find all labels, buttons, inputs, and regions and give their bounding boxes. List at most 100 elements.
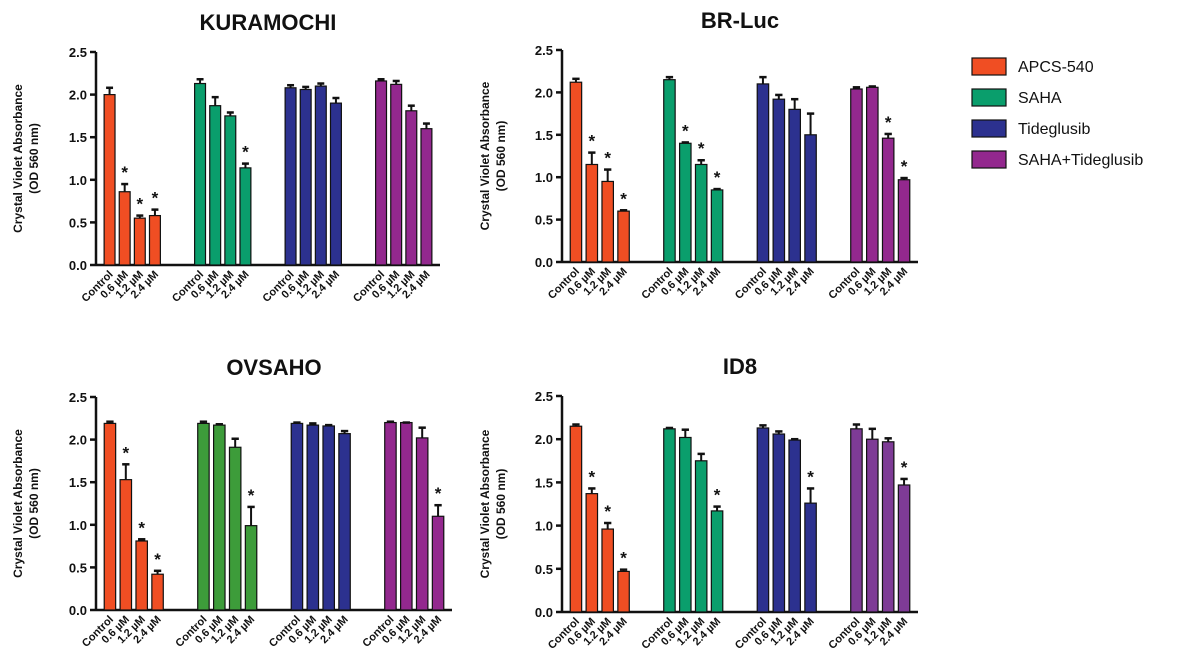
bar (694, 460, 708, 613)
bar (228, 446, 242, 611)
bar (694, 163, 708, 263)
bar (617, 210, 630, 263)
y-axis-label-units: (OD 560 nm) (27, 468, 41, 539)
chart-title: ID8 (723, 354, 757, 379)
bar (133, 217, 146, 266)
significance-star: * (152, 189, 159, 208)
y-tick-label: 0.0 (535, 255, 553, 270)
bar (431, 515, 445, 611)
bar (239, 167, 252, 266)
y-tick-label: 1.0 (69, 518, 87, 533)
bar (585, 493, 599, 613)
bar (756, 83, 770, 263)
bar (209, 105, 222, 266)
bar (756, 427, 770, 613)
significance-star: * (901, 157, 908, 176)
chart-title: OVSAHO (226, 355, 321, 380)
y-axis-label: Crystal Violet Absorbance (11, 84, 25, 233)
bar (850, 88, 863, 263)
y-tick-label: 2.0 (69, 88, 87, 103)
significance-star: * (248, 486, 255, 505)
bar (881, 441, 895, 613)
significance-star: * (137, 195, 144, 214)
chart-panel-4: ID8 Crystal Violet Absorbance (OD 560 nm) 0… (478, 354, 918, 652)
bar (329, 102, 342, 266)
y-tick-label: 0.5 (69, 560, 87, 575)
y-tick-label: 0.5 (535, 213, 553, 228)
y-tick-label: 2.0 (535, 85, 553, 100)
bar (103, 422, 117, 611)
bar (601, 180, 615, 263)
legend: APCS-540 SAHA Tideglusib SAHA+Tideglusib (971, 57, 1143, 169)
bar (118, 191, 131, 266)
significance-star: * (138, 518, 145, 537)
bar (322, 425, 336, 611)
y-tick-label: 0.5 (69, 215, 87, 230)
y-tick-label: 2.0 (535, 432, 553, 447)
bar (865, 438, 879, 613)
bar (663, 79, 676, 263)
bar (119, 479, 133, 611)
bar (284, 87, 297, 266)
y-tick-label: 2.5 (535, 43, 553, 58)
significance-star: * (604, 149, 611, 168)
y-tick-label: 0.5 (535, 562, 553, 577)
bar (804, 134, 817, 263)
bar (405, 110, 418, 266)
significance-star: * (154, 550, 161, 569)
bar (135, 540, 149, 611)
chart-panel-1: KURAMOCHI Crystal Violet Absorbance (OD 56… (11, 10, 440, 305)
bar (399, 421, 413, 611)
chart-panel-2: BR-Luc Crystal Violet Absorbance (OD 560 n… (478, 8, 918, 302)
bar (151, 573, 164, 611)
y-axis-label-units: (OD 560 nm) (494, 121, 508, 192)
bar (244, 525, 258, 611)
bar (897, 179, 911, 263)
bar (197, 422, 210, 611)
y-tick-label: 1.5 (69, 475, 87, 490)
chart-panel-3: OVSAHO Crystal Violet Absorbance (OD 560 n… (11, 355, 452, 650)
bar (865, 86, 879, 263)
bar (772, 433, 786, 613)
significance-star: * (714, 168, 721, 187)
y-tick-label: 1.5 (69, 130, 87, 145)
legend-swatch (971, 88, 1007, 107)
legend-label: SAHA+Tideglusib (1018, 152, 1143, 169)
bar (384, 421, 397, 611)
bar (772, 98, 786, 263)
y-tick-label: 2.5 (69, 390, 87, 405)
y-tick-label: 2.5 (535, 389, 553, 404)
significance-star: * (682, 121, 689, 140)
y-tick-label: 1.0 (535, 170, 553, 185)
y-tick-label: 2.0 (69, 433, 87, 448)
bar (678, 436, 692, 613)
bar (788, 108, 802, 263)
bar (601, 528, 615, 613)
bar (881, 137, 895, 263)
y-axis-label: Crystal Violet Absorbance (11, 429, 25, 578)
chart-title: KURAMOCHI (200, 10, 337, 35)
legend-label: APCS-540 (1018, 59, 1094, 76)
significance-star: * (589, 132, 596, 151)
y-tick-label: 0.0 (69, 603, 87, 618)
significance-star: * (435, 484, 442, 503)
legend-swatch (971, 57, 1007, 76)
bar (415, 437, 429, 611)
significance-star: * (604, 502, 611, 521)
chart-title: BR-Luc (701, 8, 779, 33)
y-axis-label: Crystal Violet Absorbance (478, 429, 492, 578)
significance-star: * (589, 467, 596, 486)
significance-star: * (885, 113, 892, 132)
bar (569, 81, 583, 263)
legend-label: SAHA (1018, 90, 1062, 107)
bar (338, 433, 351, 611)
bar (290, 422, 304, 611)
legend-swatch (971, 150, 1007, 169)
bar (710, 189, 724, 263)
bar (788, 439, 802, 613)
bar (678, 142, 692, 263)
bar (897, 484, 911, 613)
y-tick-label: 1.0 (69, 173, 87, 188)
significance-star: * (242, 143, 249, 162)
